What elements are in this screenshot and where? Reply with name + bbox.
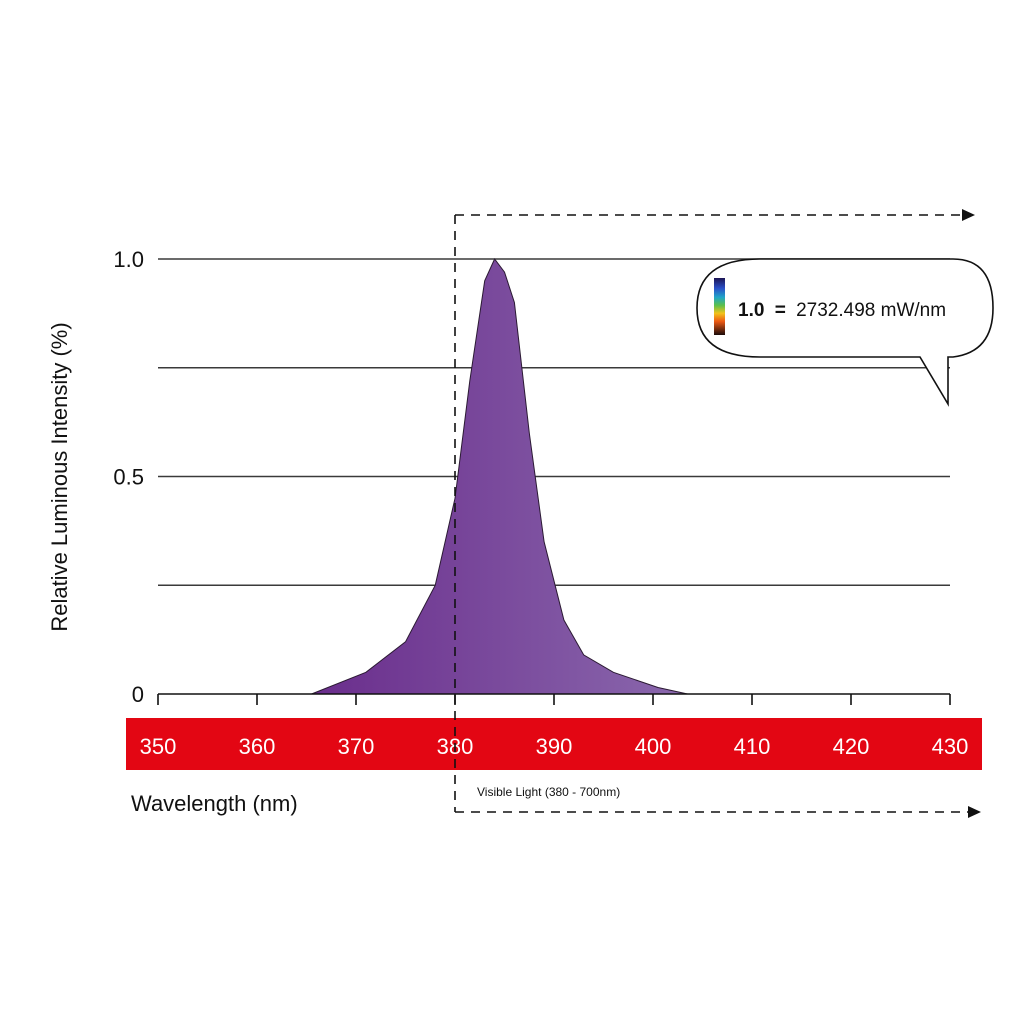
callout-equals: = bbox=[775, 300, 786, 321]
wavelength-band bbox=[126, 718, 982, 770]
callout-rest: 2732.498 mW/nm bbox=[796, 300, 946, 321]
spectrum-scale-icon bbox=[714, 278, 725, 335]
svg-text:1.0 = 2732.498 mW/: 1.0 = 2732.498 mW/nm bbox=[738, 300, 946, 321]
visible-light-label: Visible Light (380 - 700nm) bbox=[477, 785, 620, 799]
speech-bubble bbox=[696, 258, 994, 407]
x-tick-label: 400 bbox=[635, 734, 672, 759]
x-axis-title: Wavelength (nm) bbox=[131, 791, 298, 816]
x-tick-label: 350 bbox=[140, 734, 177, 759]
x-tick-label: 420 bbox=[833, 734, 870, 759]
y-tick-label: 1.0 bbox=[113, 247, 144, 272]
x-tick-labels: 350 360 370 380 390 400 410 420 430 bbox=[140, 734, 969, 759]
arrow-right-icon bbox=[968, 806, 981, 818]
y-tick-label: 0.5 bbox=[113, 465, 144, 490]
x-tick-label: 360 bbox=[239, 734, 276, 759]
y-axis-title: Relative Luminous Intensity (%) bbox=[47, 322, 72, 631]
x-tick-label: 430 bbox=[932, 734, 969, 759]
x-tick-label: 390 bbox=[536, 734, 573, 759]
y-tick-labels: 0 0.5 1.0 bbox=[113, 247, 144, 707]
x-axis bbox=[157, 693, 951, 705]
callout-value: 1.0 bbox=[738, 300, 764, 321]
x-tick-label: 370 bbox=[338, 734, 375, 759]
visible-light-bracket: Visible Light (380 - 700nm) bbox=[454, 209, 981, 818]
arrow-right-icon bbox=[962, 209, 975, 221]
x-tick-label: 410 bbox=[734, 734, 771, 759]
intensity-callout: 1.0 = 2732.498 mW/nm bbox=[696, 258, 994, 407]
y-tick-label: 0 bbox=[132, 682, 144, 707]
spectrum-area bbox=[311, 258, 688, 695]
